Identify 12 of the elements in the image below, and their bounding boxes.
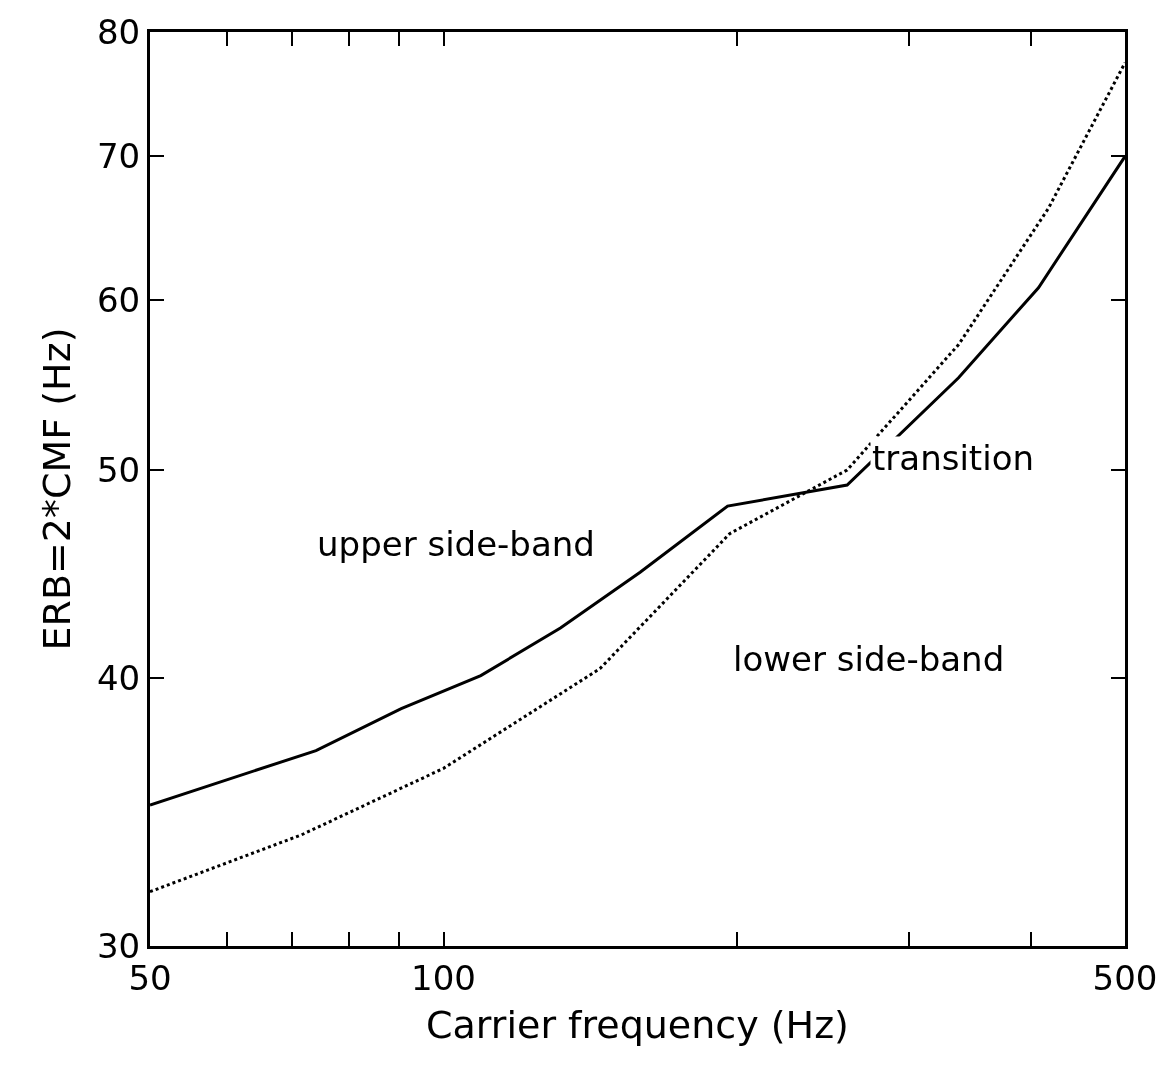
annotation: lower side-band	[733, 639, 1005, 679]
x-tick-label: 100	[411, 957, 476, 998]
y-tick-label: 40	[96, 657, 141, 698]
y-axis-title: ERB=2*CMF (Hz)	[35, 327, 80, 651]
y-tick-label: 70	[96, 136, 141, 177]
y-tick-label: 60	[96, 279, 141, 320]
y-tick-label: 50	[96, 449, 141, 490]
x-tick-label: 500	[1092, 957, 1158, 998]
annotation: upper side-band	[317, 524, 595, 564]
x-axis-title: Carrier frequency (Hz)	[426, 1002, 849, 1047]
y-tick-label: 80	[96, 11, 141, 52]
annotation: transition	[872, 438, 1034, 478]
